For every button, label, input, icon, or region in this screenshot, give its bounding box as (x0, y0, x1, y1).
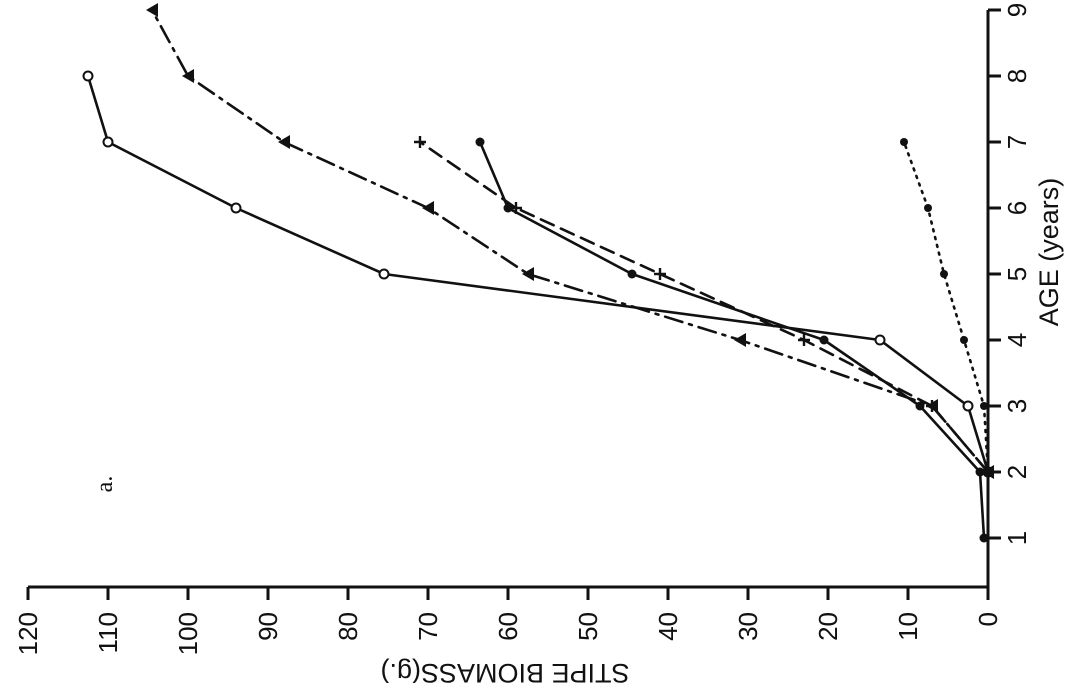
chart-labels: a. AGE (years) STIPE BIOMASS(g.) (92, 178, 1064, 683)
series-line (150, 8, 990, 474)
data-point (798, 334, 810, 346)
x-axis-title: AGE (years) (1034, 178, 1064, 327)
data-point (926, 400, 938, 412)
y-tick-label: 40 (653, 612, 683, 641)
x-tick-label: 7 (1002, 135, 1032, 149)
x-tick-label: 9 (1002, 3, 1032, 17)
y-tick-label: 120 (13, 612, 43, 655)
y-tick-label: 70 (413, 612, 443, 641)
chart-axes: 0 10 20 30 40 50 60 70 80 90 100 110 120 1 2 3 4 5 6 7 8 9 (13, 3, 1032, 656)
data-point (378, 268, 390, 280)
series-line (418, 140, 990, 474)
data-point (522, 267, 534, 281)
y-tick-label: 50 (573, 612, 603, 641)
data-point (182, 69, 194, 83)
series-4 (475, 137, 989, 543)
data-point (734, 333, 746, 347)
data-point (102, 136, 114, 148)
x-tick-label: 5 (1002, 267, 1032, 281)
series-line (902, 140, 990, 474)
series-line (478, 140, 986, 540)
series-1 (82, 70, 994, 478)
data-point (503, 203, 513, 213)
y-tick-label: 10 (893, 612, 923, 641)
y-tick-label: 110 (93, 612, 123, 653)
data-point (654, 268, 666, 280)
data-point (915, 401, 925, 411)
data-point (146, 3, 158, 17)
y-tick-label: 90 (253, 612, 283, 641)
x-tick-label: 2 (1002, 465, 1032, 479)
y-tick-label: 100 (173, 612, 203, 655)
x-tick-label: 4 (1002, 333, 1032, 347)
y-tick-label: 30 (733, 612, 763, 641)
data-point (422, 201, 434, 215)
y-tick-label: 0 (973, 612, 1003, 626)
series-line (86, 74, 990, 474)
data-point (984, 468, 992, 476)
data-point (627, 269, 637, 279)
data-point (475, 137, 485, 147)
data-point (940, 270, 948, 278)
x-tick-label: 6 (1002, 201, 1032, 215)
data-point (278, 135, 290, 149)
y-axis-title: STIPE BIOMASS(g.) (380, 658, 629, 683)
data-point (414, 136, 426, 148)
y-tick-label: 80 (333, 612, 363, 641)
data-point (979, 533, 989, 543)
x-tick-label: 1 (1002, 531, 1032, 545)
y-tick-label: 20 (813, 612, 843, 641)
series-5 (900, 138, 992, 476)
data-point (82, 70, 94, 82)
data-point (900, 138, 908, 146)
data-point (924, 204, 932, 212)
data-point (874, 334, 886, 346)
x-tick-label: 3 (1002, 399, 1032, 413)
data-point (819, 335, 829, 345)
data-point (230, 202, 242, 214)
series-2 (146, 3, 994, 479)
data-point (980, 402, 988, 410)
chart-series (82, 3, 994, 543)
series-3 (414, 136, 994, 478)
data-point (975, 467, 985, 477)
x-tick-label: 8 (1002, 69, 1032, 83)
data-point (962, 400, 974, 412)
y-tick-label: 60 (493, 612, 523, 641)
data-point (960, 336, 968, 344)
panel-label: a. (92, 476, 118, 493)
